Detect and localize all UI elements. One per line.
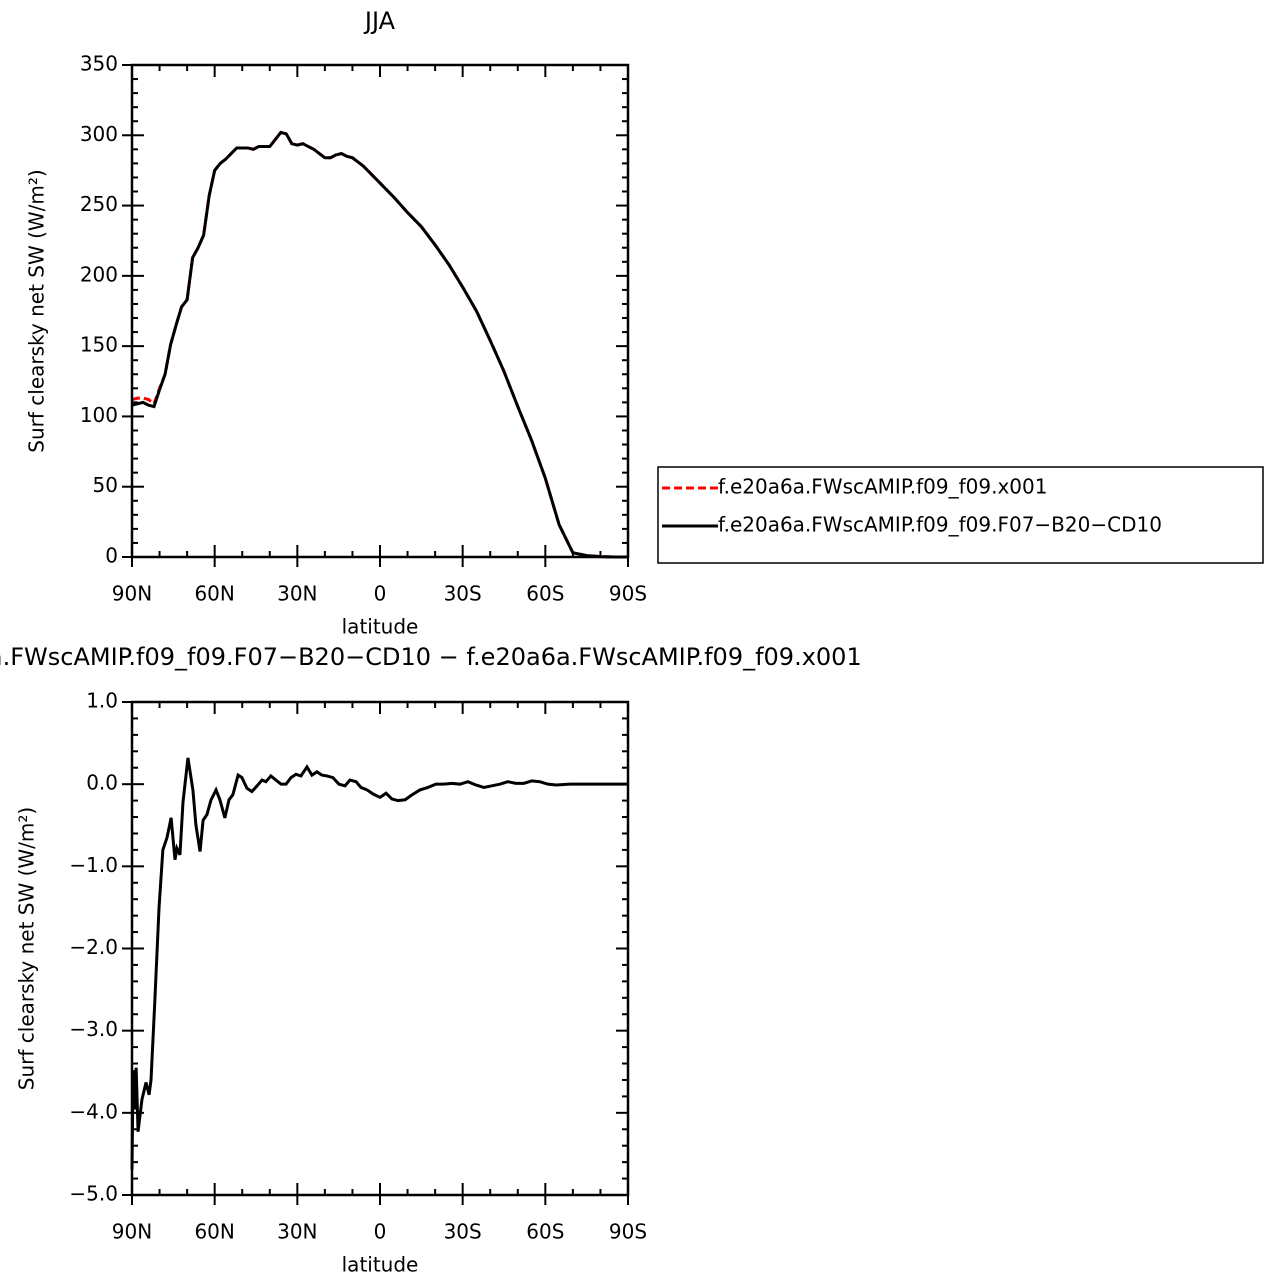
chart-title: f.e20a6a.FWscAMIP.f09_f09.F07−B20−CD10 −… [0, 643, 862, 671]
x-tick-label: 90S [609, 1220, 647, 1244]
x-tick-label: 30S [444, 582, 482, 606]
x-tick-label: 60S [526, 1220, 564, 1244]
x-tick-label: 0 [374, 582, 387, 606]
x-tick-label: 30N [277, 1220, 317, 1244]
y-tick-label: 300 [80, 122, 118, 146]
x-axis-label: latitude [342, 615, 419, 639]
y-tick-label: −2.0 [69, 935, 118, 959]
y-tick-label: 250 [80, 192, 118, 216]
y-tick-label: 150 [80, 333, 118, 357]
legend-label: f.e20a6a.FWscAMIP.f09_f09.x001 [718, 475, 1047, 499]
x-tick-label: 60N [194, 1220, 234, 1244]
x-axis-label: latitude [342, 1253, 419, 1277]
y-axis-label: Surf clearsky net SW (W/m²) [25, 169, 49, 452]
y-tick-label: 50 [93, 473, 118, 497]
x-tick-label: 90S [609, 582, 647, 606]
plot-frame [130, 63, 630, 559]
data-line [131, 130, 628, 559]
x-tick-label: 30N [277, 582, 317, 606]
data-line [131, 130, 628, 559]
y-tick-label: −3.0 [69, 1017, 118, 1041]
y-tick-label: 1.0 [86, 689, 118, 713]
y-tick-label: 350 [80, 52, 118, 76]
plot-frame [130, 700, 630, 1197]
x-tick-label: 60N [194, 582, 234, 606]
x-tick-label: 90N [112, 582, 152, 606]
x-tick-label: 0 [374, 1220, 387, 1244]
y-tick-label: 200 [80, 262, 118, 286]
y-tick-label: −1.0 [69, 853, 118, 877]
y-tick-label: 0.0 [86, 771, 118, 795]
y-tick-label: 0 [105, 544, 118, 568]
x-tick-label: 30S [444, 1220, 482, 1244]
y-axis-label: Surf clearsky net SW (W/m²) [15, 807, 39, 1090]
x-tick-label: 90N [112, 1220, 152, 1244]
data-line [130, 757, 628, 1170]
x-tick-label: 60S [526, 582, 564, 606]
legend-box [657, 466, 1264, 564]
y-tick-label: −4.0 [69, 1099, 118, 1123]
y-tick-label: −5.0 [69, 1182, 118, 1206]
chart-title: JJA [363, 7, 396, 35]
legend-label: f.e20a6a.FWscAMIP.f09_f09.F07−B20−CD10 [718, 513, 1162, 537]
y-tick-label: 100 [80, 403, 118, 427]
